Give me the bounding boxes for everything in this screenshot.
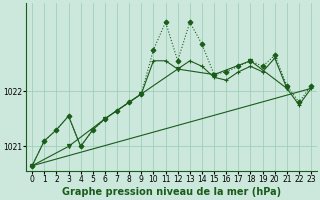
X-axis label: Graphe pression niveau de la mer (hPa): Graphe pression niveau de la mer (hPa) — [62, 187, 281, 197]
